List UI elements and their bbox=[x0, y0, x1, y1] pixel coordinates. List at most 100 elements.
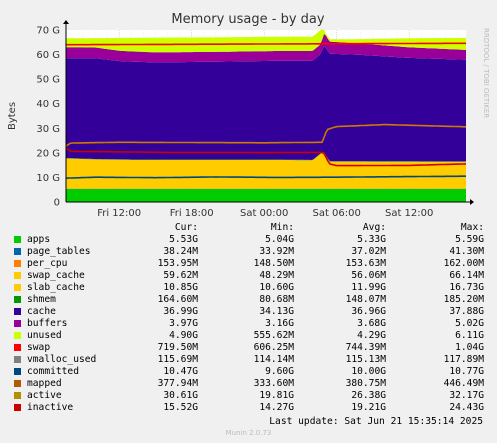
legend-row-unused: unused 4.90G 555.62M 4.29G 6.11G bbox=[14, 330, 484, 342]
legend-cur: 30.61G bbox=[163, 390, 198, 401]
legend-cur: 59.62M bbox=[163, 270, 198, 281]
legend-avg: 37.02M bbox=[351, 246, 386, 257]
legend-row-vmalloc_used: vmalloc_used 115.69M 114.14M 115.13M 117.89M bbox=[14, 354, 484, 366]
legend-name: per_cpu bbox=[27, 258, 68, 269]
legend-name: page_tables bbox=[27, 246, 91, 257]
legend-min: 333.60M bbox=[253, 378, 294, 389]
legend-name: unused bbox=[27, 330, 62, 341]
legend-avg: 4.29G bbox=[357, 330, 386, 341]
line-inactive bbox=[65, 147, 467, 167]
x-tick-label: Sat 00:00 bbox=[240, 208, 288, 219]
legend: Cur: Min: Avg: Max: apps 5.53G 5.04G 5.33G 5… bbox=[14, 222, 484, 414]
legend-name: swap bbox=[27, 342, 51, 353]
legend-swatch bbox=[14, 260, 21, 267]
rrdtool-side-label: RRDTOOL / TOBI OETIKER bbox=[482, 28, 490, 118]
legend-min: 9.60G bbox=[265, 366, 294, 377]
legend-avg: 153.63M bbox=[345, 258, 386, 269]
legend-max: 5.59G bbox=[455, 234, 484, 245]
legend-name: cache bbox=[27, 306, 56, 317]
y-tick-label: 60 G bbox=[36, 50, 60, 61]
legend-max: 1.04G bbox=[455, 342, 484, 353]
legend-min: 148.50M bbox=[253, 258, 294, 269]
legend-avg: 380.75M bbox=[345, 378, 386, 389]
memory-chart: Memory usage - by day Bytes RRDTOOL / TO… bbox=[7, 12, 490, 219]
x-tick-label: Sat 12:00 bbox=[385, 208, 433, 219]
legend-avg: 11.99G bbox=[351, 282, 386, 293]
legend-cur: 5.53G bbox=[169, 234, 198, 245]
legend-cur: 15.52G bbox=[163, 402, 198, 413]
legend-cur: 164.60M bbox=[157, 294, 198, 305]
legend-min: 19.81G bbox=[259, 390, 294, 401]
line-committed bbox=[65, 175, 466, 179]
legend-swatch bbox=[14, 392, 21, 399]
legend-swatch bbox=[14, 236, 21, 243]
legend-avg: 744.39M bbox=[345, 342, 386, 353]
legend-name: apps bbox=[27, 234, 51, 245]
legend-max: 185.20M bbox=[443, 294, 484, 305]
legend-swatch bbox=[14, 380, 21, 387]
legend-max: 41.30M bbox=[449, 246, 484, 257]
legend-swatch bbox=[14, 272, 21, 279]
chart-title: Memory usage - by day bbox=[171, 12, 324, 27]
legend-min: 3.16G bbox=[265, 318, 294, 329]
legend-max: 24.43G bbox=[449, 402, 484, 413]
legend-cur: 10.47G bbox=[163, 366, 198, 377]
legend-row-slab_cache: slab_cache 10.85G 10.60G 11.99G 16.73G bbox=[14, 282, 484, 294]
y-tick-label: 10 G bbox=[36, 173, 60, 184]
area-cache bbox=[66, 45, 466, 162]
legend-cur: 153.95M bbox=[157, 258, 198, 269]
legend-max: 5.02G bbox=[455, 318, 484, 329]
legend-name: shmem bbox=[27, 294, 56, 305]
legend-row-apps: apps 5.53G 5.04G 5.33G 5.59G bbox=[14, 234, 484, 246]
legend-max: 37.88G bbox=[449, 306, 484, 317]
legend-min: 555.62M bbox=[253, 330, 294, 341]
legend-max: 162.00M bbox=[443, 258, 484, 269]
legend-max: 446.49M bbox=[443, 378, 484, 389]
area-apps bbox=[66, 189, 466, 202]
header-min: Min: bbox=[270, 222, 294, 233]
legend-name: mapped bbox=[27, 378, 62, 389]
legend-row-mapped: mapped 377.94M 333.60M 380.75M 446.49M bbox=[14, 378, 484, 390]
legend-max: 117.89M bbox=[443, 354, 484, 365]
legend-row-cache: cache 36.99G 34.13G 36.96G 37.88G bbox=[14, 306, 484, 318]
legend-row-buffers: buffers 3.97G 3.16G 3.68G 5.02G bbox=[14, 318, 484, 330]
legend-max: 32.17G bbox=[449, 390, 484, 401]
legend-cur: 719.50M bbox=[157, 342, 198, 353]
x-axis-arrow bbox=[470, 199, 474, 205]
legend-name: committed bbox=[27, 366, 79, 377]
legend-header: Cur: Min: Avg: Max: bbox=[14, 222, 484, 234]
legend-name: vmalloc_used bbox=[27, 354, 97, 365]
area-slab_cache bbox=[66, 152, 466, 189]
header-cur: Cur: bbox=[174, 222, 198, 233]
legend-swatch bbox=[14, 344, 21, 351]
legend-avg: 56.06M bbox=[351, 270, 386, 281]
legend-swatch bbox=[14, 296, 21, 303]
legend-min: 48.29M bbox=[259, 270, 294, 281]
legend-avg: 19.21G bbox=[351, 402, 386, 413]
legend-cur: 377.94M bbox=[157, 378, 198, 389]
legend-min: 80.68M bbox=[259, 294, 294, 305]
legend-min: 14.27G bbox=[259, 402, 294, 413]
legend-avg: 10.00G bbox=[351, 366, 386, 377]
legend-name: active bbox=[27, 390, 62, 401]
y-tick-label: 0 bbox=[54, 198, 60, 209]
legend-cur: 10.85G bbox=[163, 282, 198, 293]
x-tick-label: Fri 18:00 bbox=[170, 208, 214, 219]
legend-row-inactive: inactive 15.52G 14.27G 19.21G 24.43G bbox=[14, 402, 484, 414]
legend-max: 16.73G bbox=[449, 282, 484, 293]
legend-row-swap_cache: swap_cache 59.62M 48.29M 56.06M 66.14M bbox=[14, 270, 484, 282]
legend-cur: 4.90G bbox=[169, 330, 198, 341]
header-max: Max: bbox=[460, 222, 484, 233]
legend-swatch bbox=[14, 332, 21, 339]
y-tick-label: 30 G bbox=[36, 124, 60, 135]
legend-row-per_cpu: per_cpu 153.95M 148.50M 153.63M 162.00M bbox=[14, 258, 484, 270]
legend-avg: 148.07M bbox=[345, 294, 386, 305]
legend-max: 10.77G bbox=[449, 366, 484, 377]
legend-row-page_tables: page_tables 38.24M 33.92M 37.02M 41.30M bbox=[14, 246, 484, 258]
last-update: Last update: Sat Jun 21 15:35:14 2025 bbox=[269, 416, 483, 427]
x-tick-label: Sat 06:00 bbox=[312, 208, 360, 219]
legend-rows: apps 5.53G 5.04G 5.33G 5.59G page_tables 38.24… bbox=[14, 234, 484, 414]
legend-swatch bbox=[14, 368, 21, 375]
y-tick-label: 20 G bbox=[36, 148, 60, 159]
legend-avg: 115.13M bbox=[345, 354, 386, 365]
